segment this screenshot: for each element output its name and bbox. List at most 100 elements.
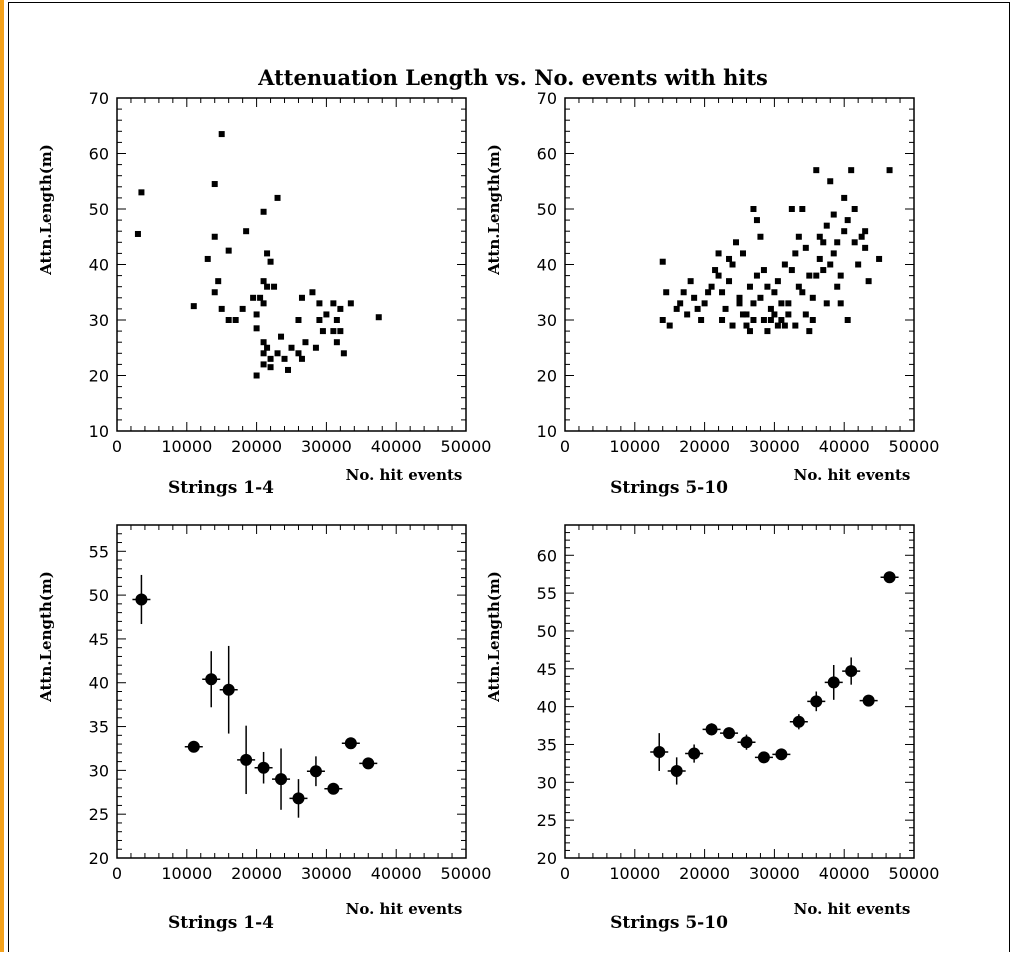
data-point <box>743 322 750 329</box>
data-point <box>799 289 806 296</box>
data-point <box>298 355 305 362</box>
data-point <box>792 250 799 257</box>
figure-frame: Attenuation Length vs. No. events with h… <box>8 2 1010 952</box>
data-point <box>267 364 274 371</box>
data-point <box>225 247 232 254</box>
data-point <box>767 317 774 323</box>
data-point <box>337 328 344 335</box>
y-tick-label: 55 <box>537 584 557 603</box>
data-point <box>764 283 771 290</box>
x-tick-label: 50000 <box>441 437 492 456</box>
data-point <box>810 695 823 708</box>
data-point <box>275 773 288 786</box>
data-point <box>746 328 753 335</box>
data-point <box>205 673 218 686</box>
data-point <box>705 723 718 736</box>
plot-frame <box>116 97 467 432</box>
data-point <box>264 283 271 290</box>
data-point <box>204 255 211 262</box>
data-point <box>739 311 746 318</box>
x-tick-label: 30000 <box>749 437 800 456</box>
data-point <box>327 782 340 795</box>
data-point <box>827 178 834 185</box>
data-point <box>288 344 295 351</box>
data-point <box>187 740 200 753</box>
panel-title: Strings 5-10 <box>610 478 728 498</box>
y-tick-label: 50 <box>537 622 557 641</box>
y-tick-label: 30 <box>537 773 557 792</box>
data-point <box>347 300 354 307</box>
data-point <box>802 311 809 318</box>
data-point <box>848 167 855 174</box>
data-point <box>666 322 673 329</box>
x-tick-label: 10000 <box>609 864 660 883</box>
figure-title: Attenuation Length vs. No. events with h… <box>257 65 768 90</box>
data-point <box>876 255 883 262</box>
y-tick-label: 40 <box>89 674 109 693</box>
data-point <box>729 261 736 268</box>
x-tick-label: 20000 <box>679 864 730 883</box>
x-tick-label: 0 <box>112 864 122 883</box>
data-point <box>830 250 837 257</box>
y-tick-label: 20 <box>89 367 109 386</box>
data-point <box>813 167 820 174</box>
data-point <box>309 289 316 296</box>
y-tick-label: 50 <box>89 200 109 219</box>
data-point <box>705 289 712 296</box>
data-point <box>687 278 694 285</box>
y-axis-title: Attn.Length(m) <box>485 571 503 703</box>
data-point <box>753 217 760 224</box>
data-point <box>340 350 347 357</box>
data-point <box>837 272 844 279</box>
y-tick-label: 20 <box>89 849 109 868</box>
panel-3: 0 10000 20000 30000 40000 50000 20 25 30 35 40 45 50… <box>37 524 491 933</box>
data-point <box>802 244 809 251</box>
panel-2: 0 10000 20000 30000 40000 50000 10 20 30 40 50 60 70… <box>485 89 939 498</box>
x-axis-title: No. hit events <box>346 466 463 484</box>
data-point <box>260 350 267 357</box>
y-tick-label: 35 <box>537 735 557 754</box>
data-point <box>218 305 225 312</box>
data-point <box>190 303 197 310</box>
data-point <box>809 294 816 301</box>
data-point <box>260 208 267 215</box>
data-point <box>795 233 802 240</box>
data-point <box>862 694 875 707</box>
data-point <box>218 131 225 138</box>
data-point <box>684 311 691 318</box>
y-tick-label: 40 <box>89 256 109 275</box>
y-tick-label: 55 <box>89 542 109 561</box>
y-tick-label: 10 <box>537 422 557 441</box>
y-tick-label: 45 <box>537 660 557 679</box>
data-point <box>823 300 830 307</box>
data-point <box>851 239 858 246</box>
plot-frame <box>564 524 915 859</box>
panel-1: 0 10000 20000 30000 40000 50000 10 20 30 40 50 60 70… <box>37 89 491 498</box>
data-point <box>274 194 281 201</box>
x-tick-label: 40000 <box>819 437 870 456</box>
data-point <box>211 233 218 240</box>
data-point <box>659 258 666 265</box>
data-point <box>260 361 267 368</box>
data-point <box>243 228 250 235</box>
data-point <box>750 300 757 307</box>
data-point <box>719 289 726 296</box>
page-left-accent-bar <box>0 0 4 952</box>
y-tick-label: 45 <box>89 630 109 649</box>
data-point <box>271 283 278 290</box>
data-point <box>757 751 770 764</box>
data-point <box>753 272 760 279</box>
y-tick-label: 60 <box>89 145 109 164</box>
data-point <box>830 211 837 218</box>
data-point <box>757 233 764 240</box>
data-point <box>792 715 805 728</box>
y-tick-label: 50 <box>89 586 109 605</box>
data-point <box>722 305 729 312</box>
y-tick-label: 25 <box>89 805 109 824</box>
data-point <box>309 765 322 778</box>
data-point <box>253 325 260 332</box>
data-point <box>138 189 145 196</box>
data-point <box>813 272 820 279</box>
data-point <box>806 328 813 335</box>
y-axis-title: Attn.Length(m) <box>37 144 55 276</box>
